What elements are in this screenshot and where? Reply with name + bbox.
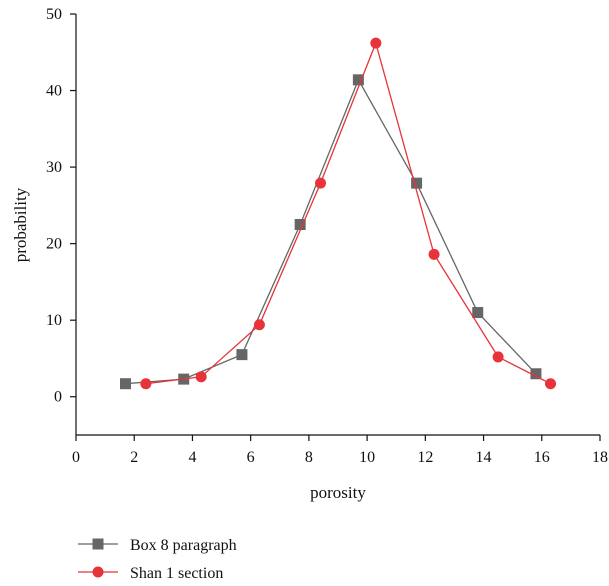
data-point <box>294 219 306 230</box>
x-axis-title: porosity <box>310 483 366 502</box>
x-tick-label: 0 <box>72 449 80 466</box>
legend-label: Shan 1 section <box>130 565 223 582</box>
x-tick-label: 18 <box>592 449 608 466</box>
y-tick-label: 40 <box>46 83 62 100</box>
legend: Box 8 paragraph Shan 1 section <box>78 537 237 582</box>
data-point <box>352 74 364 86</box>
x-tick-label: 10 <box>359 449 375 466</box>
legend-marker <box>92 566 104 578</box>
data-point <box>411 177 423 189</box>
legend-item: Box 8 paragraph <box>78 537 237 554</box>
y-tick-label: 10 <box>46 312 62 329</box>
x-tick-label: 12 <box>417 449 433 466</box>
series-2 <box>140 37 557 390</box>
x-axis-ticks: 0 2 4 6 8 10 12 14 16 18 <box>72 435 608 466</box>
data-point <box>472 307 484 319</box>
x-tick-label: 4 <box>188 449 196 466</box>
data-point <box>236 349 248 361</box>
data-point <box>530 368 542 380</box>
y-axis-ticks: 0 10 20 30 40 50 <box>46 6 76 406</box>
data-point <box>195 371 207 383</box>
data-point <box>428 248 440 260</box>
data-point <box>492 351 504 363</box>
legend-marker <box>92 538 104 550</box>
series-1 <box>119 74 542 390</box>
x-tick-label: 6 <box>247 449 255 466</box>
plot-area: 0 2 4 6 8 10 12 14 16 18 0 10 20 30 40 50 <box>46 6 608 466</box>
y-tick-label: 20 <box>46 236 62 253</box>
data-point <box>315 177 327 189</box>
legend-label: Box 8 paragraph <box>130 537 237 554</box>
data-point <box>253 319 265 331</box>
y-tick-label: 50 <box>46 6 62 23</box>
data-point <box>140 378 152 390</box>
data-point <box>119 378 131 390</box>
legend-item: Shan 1 section <box>78 565 223 582</box>
x-tick-label: 14 <box>476 449 492 466</box>
data-point <box>545 378 557 390</box>
data-point <box>370 37 382 49</box>
y-tick-label: 30 <box>46 159 62 176</box>
y-tick-label: 0 <box>54 389 62 406</box>
y-axis-title: probability <box>11 187 30 262</box>
x-tick-label: 8 <box>305 449 313 466</box>
series-line <box>125 78 537 385</box>
x-tick-label: 2 <box>130 449 138 466</box>
x-tick-label: 16 <box>534 449 550 466</box>
series-layer <box>119 37 557 390</box>
series-line <box>145 41 551 385</box>
